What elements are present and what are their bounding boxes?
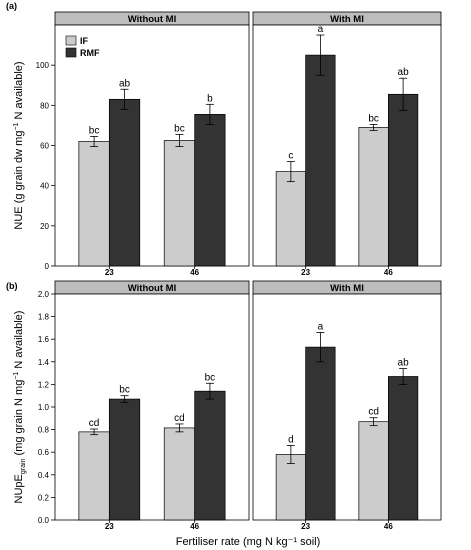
panel-label: (b) [6,281,18,291]
bar-rmf [108,398,141,521]
y-tick-label: 20 [40,222,49,231]
bar-if [358,421,389,521]
y-tick-label: 60 [40,142,49,151]
y-tick-label: 1.8 [38,313,50,322]
x-tick-label: 23 [105,268,114,277]
y-axis-title: NUE (g grain dw mg−1 N available) [13,61,25,229]
chart-b: (b) 0.0 0.2 0.4 0.6 0.8 1.0 1.2 1.4 1.6 1.8 2.0 NUpE… [6,280,442,531]
significance-label: bc [89,125,100,136]
facet-title: With MI [330,14,364,25]
y-tick-label: 0.2 [38,493,50,502]
bar-if [275,454,306,521]
significance-label: ab [119,78,131,89]
facet-without-mi: Without MI 23 bc ab 46 bc b [54,11,250,277]
legend-label: RMF [80,48,100,58]
y-tick-label: 0.4 [38,471,50,480]
significance-label: a [318,24,324,35]
significance-label: c [288,151,293,162]
legend: IF RMF [65,35,100,58]
bar-rmf [194,390,226,521]
bar-if [78,141,110,267]
bar-if [275,171,306,267]
bar-if [78,431,110,521]
x-tick-label: 23 [301,268,310,277]
significance-label: d [288,434,294,445]
bar-rmf [194,114,226,267]
x-tick-label: 46 [384,522,393,531]
y-axis-title: NUpEgrain (mg grain N mg−1 N available) [13,311,27,504]
significance-label: ab [398,67,410,78]
significance-label: b [207,93,213,104]
y-tick-label: 0 [45,262,50,271]
significance-label: bc [174,123,185,134]
chart-a: (a) 0 20 40 60 80 100 NUE (g grain dw mg−1 N av… [6,1,442,277]
bar-rmf [388,93,419,267]
significance-label: cd [368,407,379,418]
facet-without-mi: Without MI 23 cd bc 46 cd bc [54,280,250,531]
facet-title: Without MI [128,14,176,25]
y-tick-label: 80 [40,101,49,110]
y-tick-label: 0.8 [38,426,50,435]
bar-if [358,127,389,267]
x-tick-label: 46 [190,268,199,277]
x-tick-label: 23 [105,522,114,531]
significance-label: bc [119,385,130,396]
y-tick-label: 1.2 [38,380,50,389]
y-tick-label: 1.4 [38,358,50,367]
bar-rmf [305,54,336,267]
significance-label: cd [174,413,185,424]
legend-swatch-if [65,35,77,46]
y-tick-label: 0.0 [38,516,50,525]
bar-if [163,427,196,521]
facet-with-mi: With MI 23 c a 46 bc ab [252,11,442,277]
significance-label: cd [89,418,100,429]
y-tick-label: 1.0 [38,403,50,412]
panel-label: (a) [6,1,17,11]
y-tick-label: 1.6 [38,335,50,344]
bar-rmf [388,376,419,521]
significance-label: ab [398,358,410,369]
significance-label: bc [205,372,216,383]
x-tick-label: 23 [301,522,310,531]
legend-swatch-rmf [65,47,77,58]
y-tick-label: 2.0 [38,290,50,299]
x-axis-title: Fertiliser rate (mg N kg⁻¹ soil) [176,536,321,548]
bar-if [163,140,196,267]
x-tick-label: 46 [190,522,199,531]
y-tick-label: 100 [36,61,50,70]
facet-title: Without MI [128,283,176,294]
legend-label: IF [80,36,89,46]
y-tick-label: 0.6 [38,448,50,457]
significance-label: bc [368,113,379,124]
significance-label: a [318,321,324,332]
bar-rmf [108,98,141,267]
y-tick-label: 40 [40,182,49,191]
x-tick-label: 46 [384,268,393,277]
facet-with-mi: With MI 23 d a 46 cd ab [252,280,442,531]
facet-title: With MI [330,283,364,294]
bar-rmf [305,346,336,521]
